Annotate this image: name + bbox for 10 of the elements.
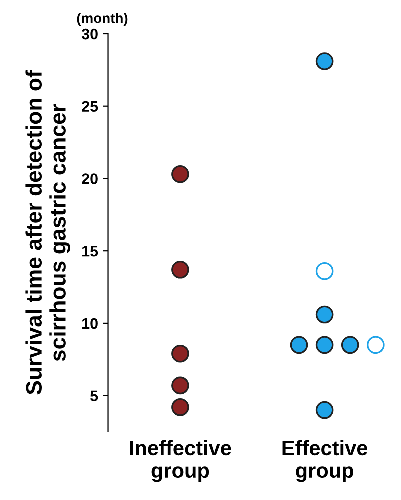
y-axis-title: Survival time after detection of scirrhous gastric cancer bbox=[26, 70, 70, 395]
y-tick-label: 20 bbox=[82, 174, 98, 184]
y-tick-label: 10 bbox=[82, 318, 98, 330]
text: (month) bbox=[77, 13, 128, 26]
y-tick-label: 15 bbox=[82, 246, 98, 257]
x-tick-label: Ineffective group bbox=[130, 440, 232, 482]
y-tick-label: 5 bbox=[90, 390, 98, 402]
y-tick-label: 30 bbox=[82, 28, 98, 40]
y-tick-label: 25 bbox=[82, 101, 98, 112]
x-tick-label: Effective group bbox=[282, 440, 368, 482]
